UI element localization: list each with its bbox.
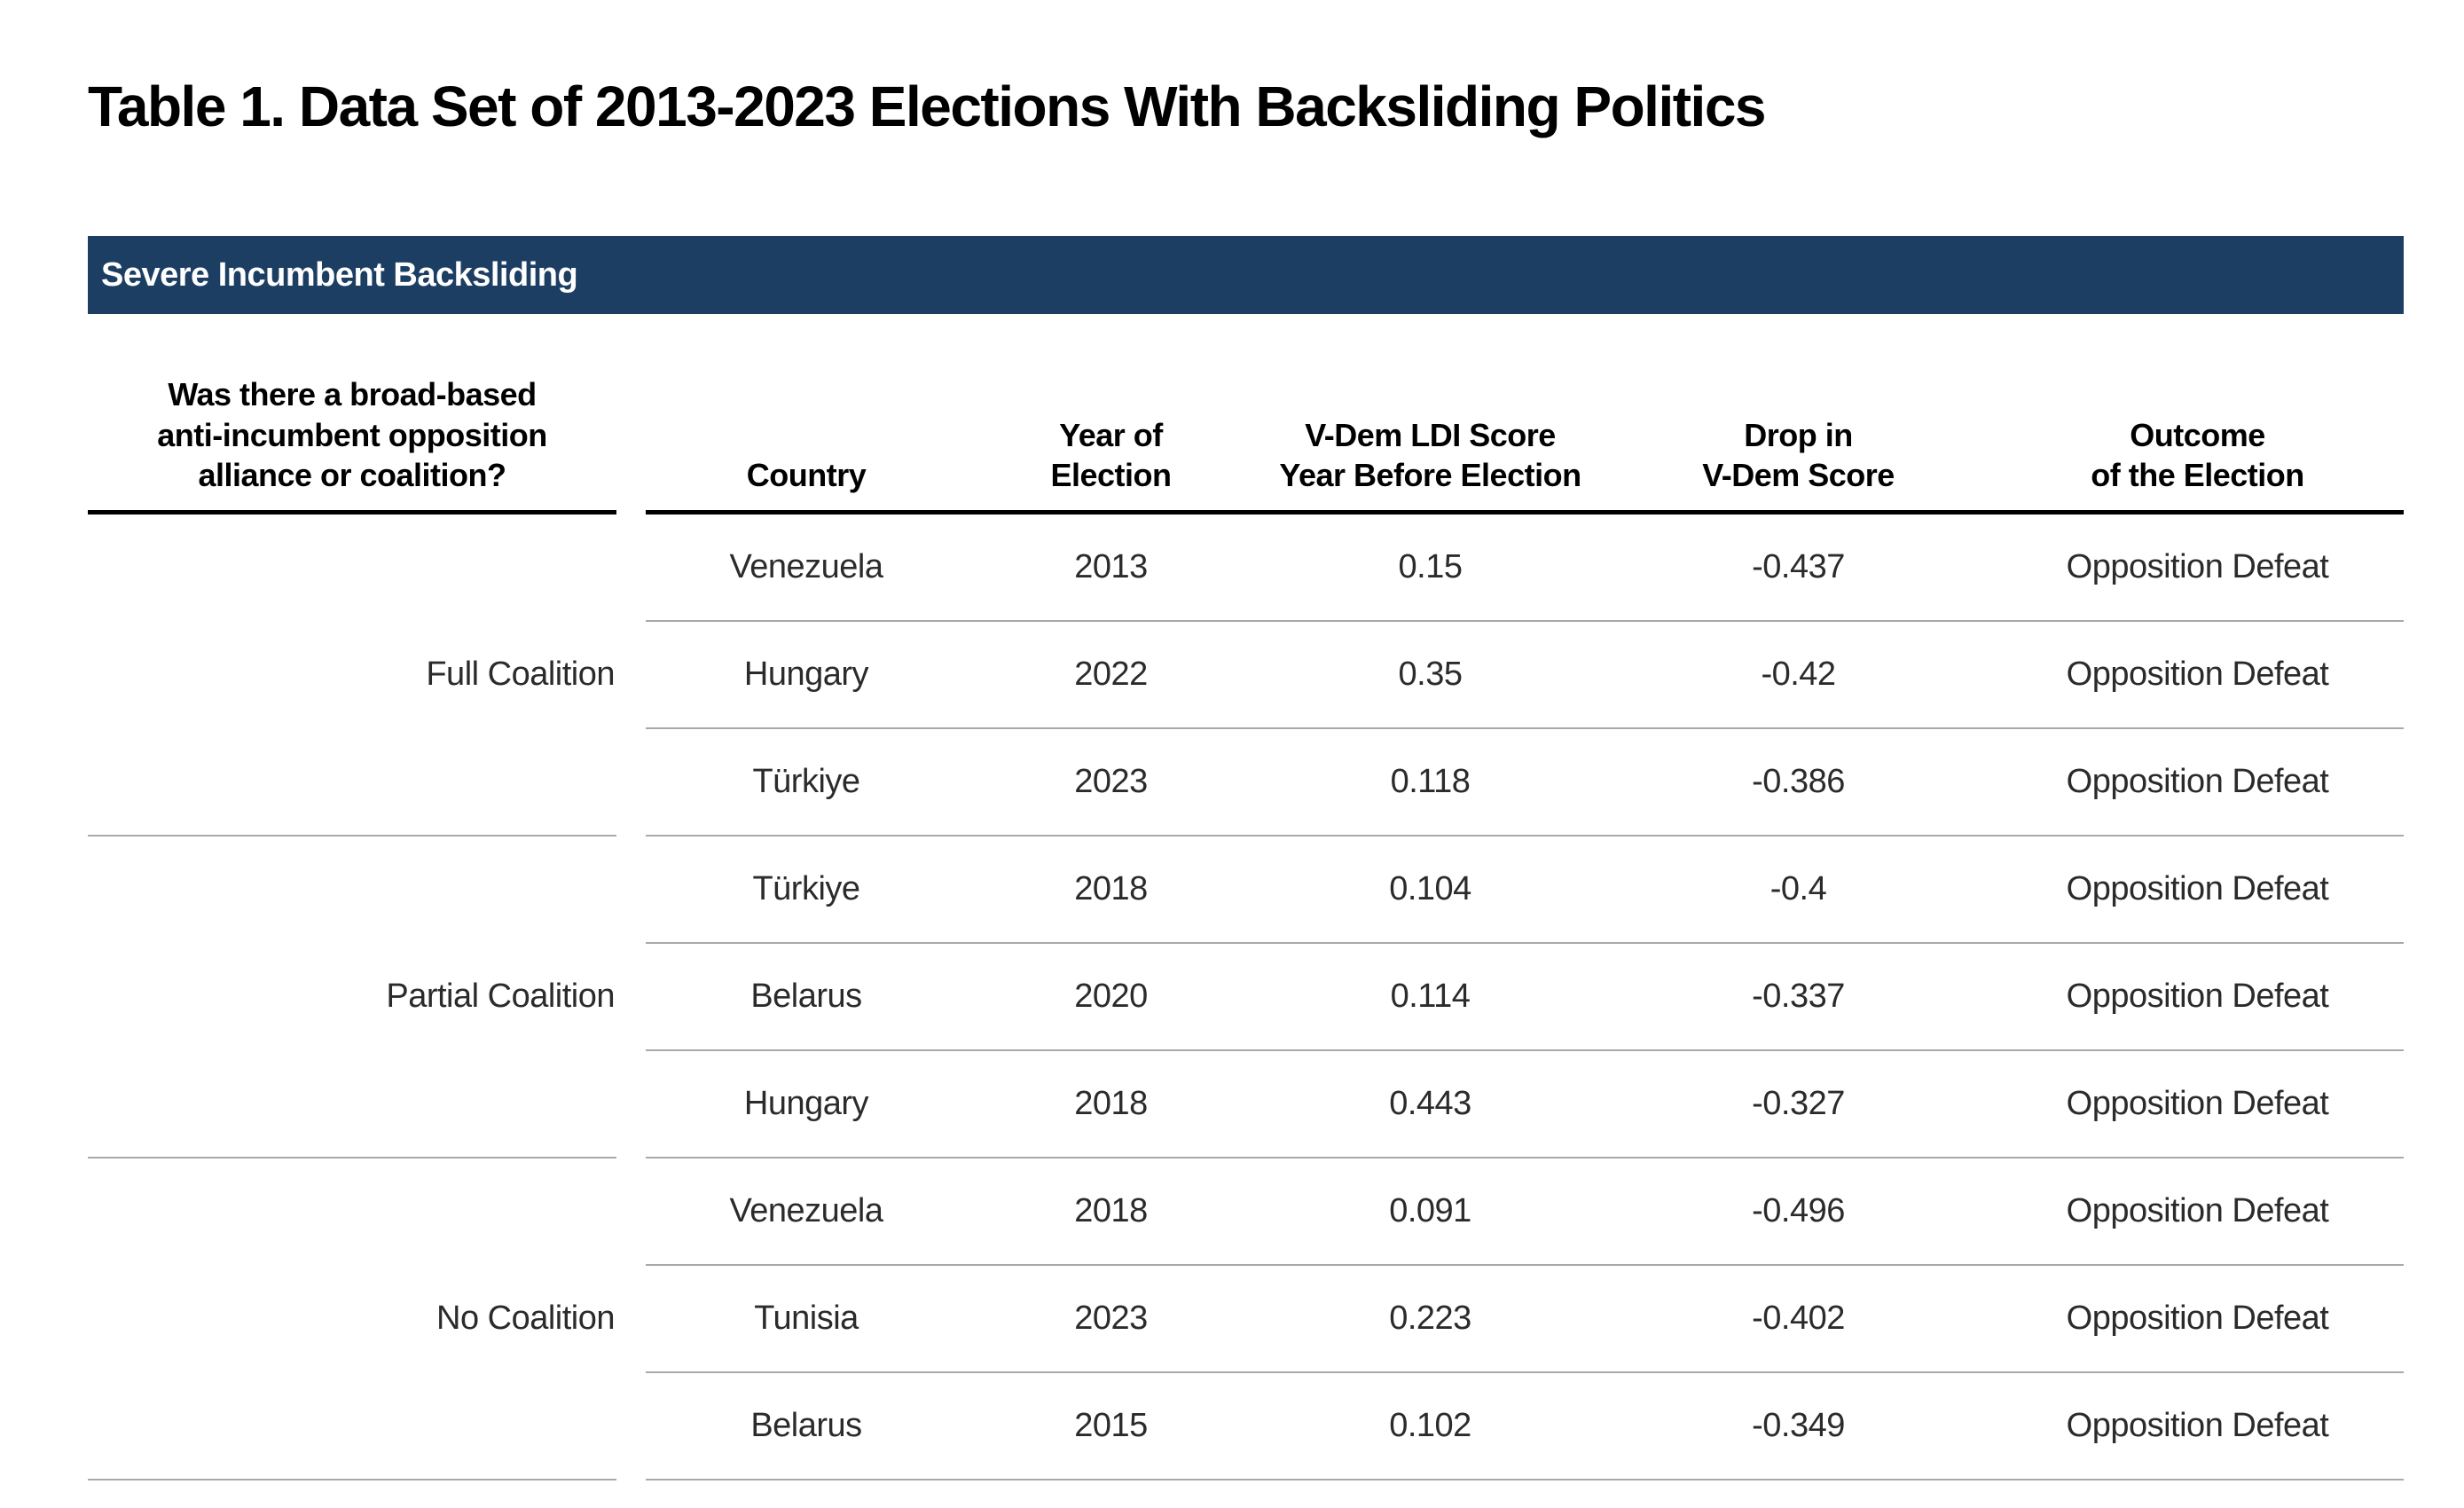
cell-ldi-score: 0.15 xyxy=(1255,514,1605,622)
cell-outcome: Opposition Defeat xyxy=(1991,1266,2404,1373)
cell-country: Belarus xyxy=(646,1373,967,1481)
cell-country: Hungary xyxy=(646,1051,967,1158)
header-country: Country xyxy=(646,346,967,514)
section-banner: Severe Incumbent Backsliding xyxy=(88,236,2404,314)
cell-outcome: Opposition Defeat xyxy=(1991,622,2404,729)
cell-ldi-score: 0.091 xyxy=(1255,1158,1605,1266)
cell-country: Venezuela xyxy=(646,514,967,622)
cell-outcome: Opposition Defeat xyxy=(1991,729,2404,836)
cell-country: Türkiye xyxy=(646,729,967,836)
cell-drop: -0.402 xyxy=(1605,1266,1991,1373)
group-label-partial-coalition: Partial Coalition xyxy=(88,836,616,1158)
cell-outcome: Opposition Defeat xyxy=(1991,836,2404,944)
cell-year: 2023 xyxy=(967,729,1255,836)
cell-outcome: Opposition Defeat xyxy=(1991,1158,2404,1266)
cell-drop: -0.327 xyxy=(1605,1051,1991,1158)
header-question: Was there a broad-based anti-incumbent o… xyxy=(88,346,616,514)
cell-year: 2018 xyxy=(967,1051,1255,1158)
cell-drop: -0.337 xyxy=(1605,944,1991,1051)
cell-year: 2022 xyxy=(967,622,1255,729)
cell-ldi-score: 0.102 xyxy=(1255,1373,1605,1481)
cell-outcome: Opposition Defeat xyxy=(1991,514,2404,622)
cell-drop: -0.4 xyxy=(1605,836,1991,944)
cell-year: 2020 xyxy=(967,944,1255,1051)
cell-year: 2018 xyxy=(967,1158,1255,1266)
cell-ldi-score: 0.223 xyxy=(1255,1266,1605,1373)
header-gap xyxy=(616,346,646,514)
cell-ldi-score: 0.118 xyxy=(1255,729,1605,836)
cell-drop: -0.349 xyxy=(1605,1373,1991,1481)
header-ldi-score: V-Dem LDI Score Year Before Election xyxy=(1255,346,1605,514)
cell-ldi-score: 0.443 xyxy=(1255,1051,1605,1158)
section-banner-label: Severe Incumbent Backsliding xyxy=(101,255,578,294)
header-drop: Drop in V-Dem Score xyxy=(1605,346,1991,514)
cell-outcome: Opposition Defeat xyxy=(1991,1051,2404,1158)
cell-outcome: Opposition Defeat xyxy=(1991,1373,2404,1481)
cell-ldi-score: 0.114 xyxy=(1255,944,1605,1051)
cell-drop: -0.496 xyxy=(1605,1158,1991,1266)
cell-country: Venezuela xyxy=(646,1158,967,1266)
cell-year: 2023 xyxy=(967,1266,1255,1373)
page-title: Table 1. Data Set of 2013-2023 Elections… xyxy=(88,75,1767,138)
cell-country: Tunisia xyxy=(646,1266,967,1373)
cell-country: Belarus xyxy=(646,944,967,1051)
cell-year: 2015 xyxy=(967,1373,1255,1481)
cell-drop: -0.437 xyxy=(1605,514,1991,622)
elections-table: Was there a broad-based anti-incumbent o… xyxy=(88,346,2404,1481)
cell-drop: -0.386 xyxy=(1605,729,1991,836)
cell-ldi-score: 0.104 xyxy=(1255,836,1605,944)
header-year: Year of Election xyxy=(967,346,1255,514)
cell-country: Hungary xyxy=(646,622,967,729)
group-label-no-coalition: No Coalition xyxy=(88,1158,616,1481)
cell-year: 2013 xyxy=(967,514,1255,622)
cell-drop: -0.42 xyxy=(1605,622,1991,729)
cell-country: Türkiye xyxy=(646,836,967,944)
cell-ldi-score: 0.35 xyxy=(1255,622,1605,729)
cell-year: 2018 xyxy=(967,836,1255,944)
header-outcome: Outcome of the Election xyxy=(1991,346,2404,514)
cell-outcome: Opposition Defeat xyxy=(1991,944,2404,1051)
group-label-full-coalition: Full Coalition xyxy=(88,514,616,836)
